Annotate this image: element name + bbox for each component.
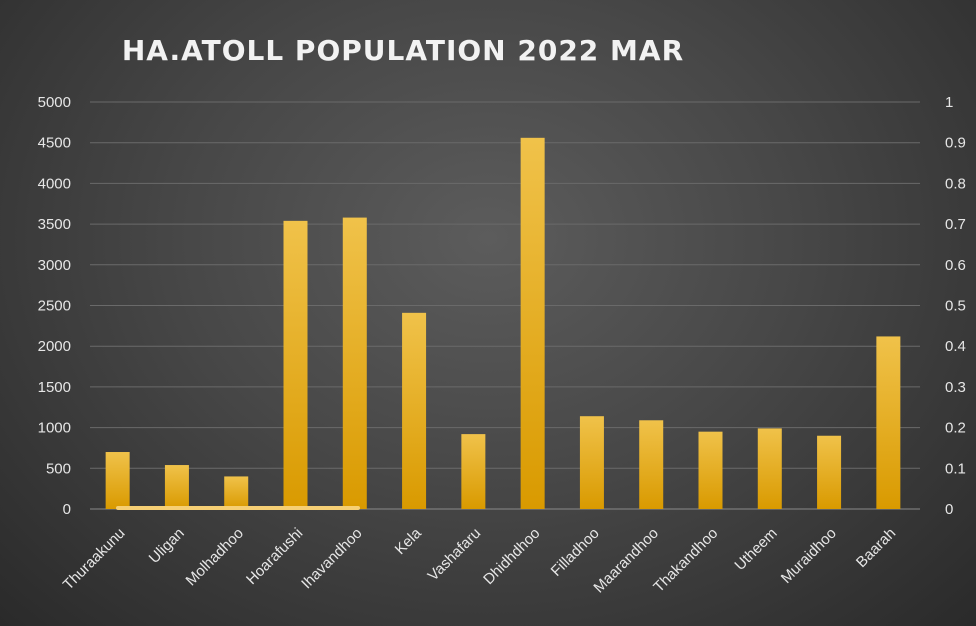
bar <box>105 452 130 509</box>
y2-tick-label: 0.7 <box>945 216 966 233</box>
bar <box>757 428 782 509</box>
y2-tick-label: 1 <box>945 94 953 111</box>
y-tick-label: 5000 <box>38 94 71 111</box>
y2-tick-label: 0.3 <box>945 379 966 396</box>
x-tick-label: Utheem <box>731 525 780 574</box>
bar <box>817 435 842 509</box>
bar <box>342 217 367 509</box>
y-tick-label: 4000 <box>38 175 71 192</box>
y-tick-label: 3000 <box>38 257 71 274</box>
y2-tick-label: 0.2 <box>945 420 966 437</box>
y2-tick-label: 0 <box>945 501 953 518</box>
y2-tick-label: 0.9 <box>945 135 966 152</box>
y-tick-label: 4500 <box>38 135 71 152</box>
y2-tick-label: 0.6 <box>945 257 966 274</box>
y-tick-label: 2500 <box>38 298 71 315</box>
x-tick-label: Thuraakunu <box>60 525 129 594</box>
y-tick-label: 2000 <box>38 338 71 355</box>
x-tick-label: Kela <box>392 524 426 558</box>
bar <box>164 465 189 509</box>
y2-tick-label: 0.5 <box>945 298 966 315</box>
y-tick-label: 3500 <box>38 216 71 233</box>
y-tick-label: 1000 <box>38 420 71 437</box>
y-tick-label: 0 <box>63 501 71 518</box>
bar <box>579 416 604 509</box>
x-tick-label: Molhadhoo <box>183 525 248 590</box>
x-tick-label: Dhidhdhoo <box>480 525 543 588</box>
bar <box>283 220 308 509</box>
y2-tick-label: 0.4 <box>945 338 966 355</box>
x-tick-label: Baarah <box>853 525 899 571</box>
y2-tick-label: 0.1 <box>945 460 966 477</box>
bar <box>639 420 664 509</box>
bar <box>224 476 249 509</box>
x-tick-label: Hoarafushi <box>243 525 306 588</box>
y-tick-label: 500 <box>46 460 71 477</box>
y2-tick-label: 0.8 <box>945 175 966 192</box>
chart-title: HA.ATOLL POPULATION 2022 MAR <box>121 34 685 67</box>
bar <box>876 336 901 509</box>
x-tick-label: Uligan <box>146 525 188 567</box>
x-tick-label: Thakandhoo <box>650 525 721 596</box>
x-tick-label: Muraidhoo <box>778 525 840 587</box>
bar <box>520 137 545 510</box>
y-tick-label: 1500 <box>38 379 71 396</box>
bar <box>698 431 723 509</box>
x-tick-label: Vashafaru <box>425 525 485 585</box>
x-tick-label: Ihavandhoo <box>298 525 365 592</box>
x-tick-label: Filladhoo <box>548 525 603 580</box>
bar <box>461 434 486 509</box>
bar <box>402 312 427 509</box>
